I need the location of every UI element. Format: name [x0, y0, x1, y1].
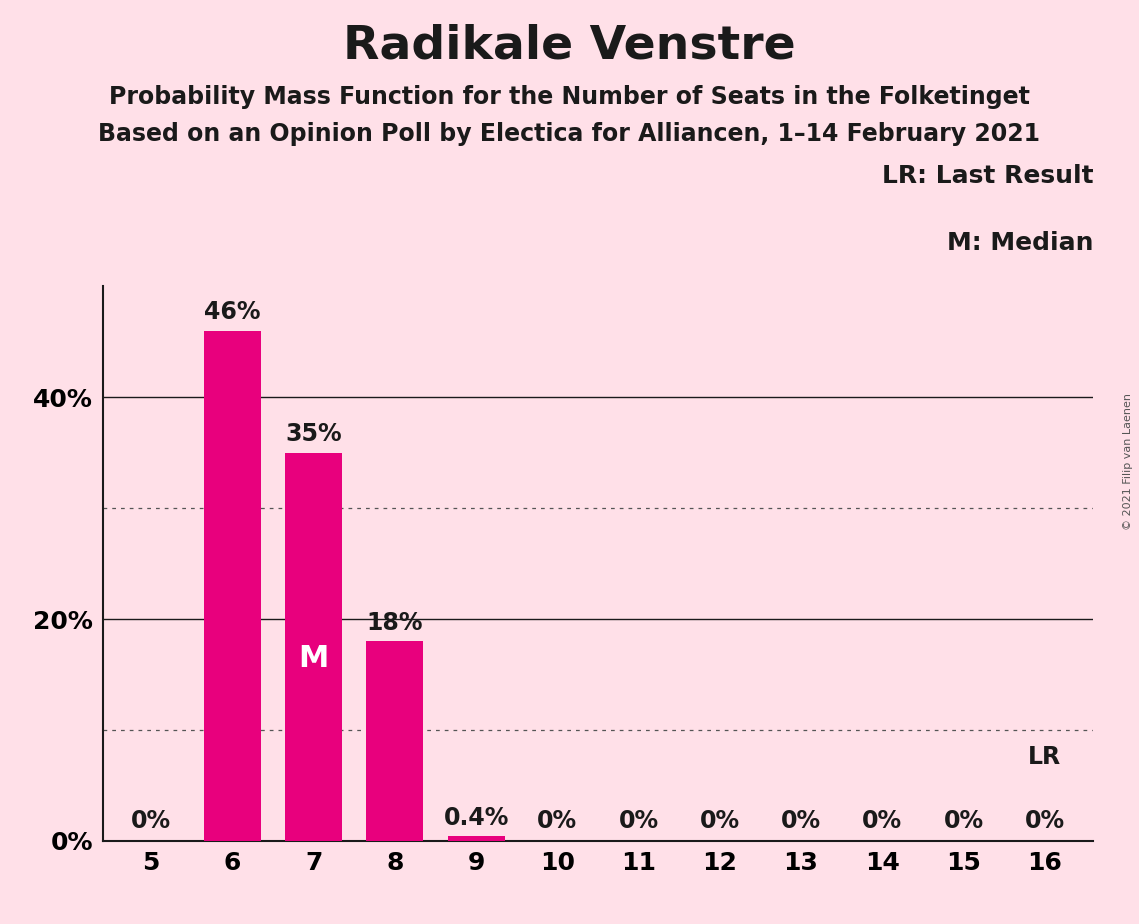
Text: LR: Last Result: LR: Last Result: [882, 164, 1093, 188]
Bar: [367, 641, 424, 841]
Bar: [285, 453, 342, 841]
Text: 0%: 0%: [781, 809, 821, 833]
Text: M: Median: M: Median: [947, 231, 1093, 255]
Text: 35%: 35%: [286, 422, 342, 446]
Text: LR: LR: [1029, 745, 1062, 769]
Bar: [204, 331, 261, 841]
Text: 46%: 46%: [204, 300, 261, 324]
Text: M: M: [298, 644, 329, 673]
Text: 0.4%: 0.4%: [443, 806, 509, 830]
Text: 0%: 0%: [1025, 809, 1065, 833]
Text: © 2021 Filip van Laenen: © 2021 Filip van Laenen: [1123, 394, 1133, 530]
Text: Based on an Opinion Poll by Electica for Alliancen, 1–14 February 2021: Based on an Opinion Poll by Electica for…: [98, 122, 1041, 146]
Text: 0%: 0%: [131, 809, 171, 833]
Text: 18%: 18%: [367, 611, 424, 635]
Text: 0%: 0%: [943, 809, 984, 833]
Bar: [448, 836, 505, 841]
Text: 0%: 0%: [538, 809, 577, 833]
Text: 0%: 0%: [862, 809, 902, 833]
Text: Radikale Venstre: Radikale Venstre: [343, 23, 796, 68]
Text: 0%: 0%: [699, 809, 740, 833]
Text: Probability Mass Function for the Number of Seats in the Folketinget: Probability Mass Function for the Number…: [109, 85, 1030, 109]
Text: 0%: 0%: [618, 809, 658, 833]
